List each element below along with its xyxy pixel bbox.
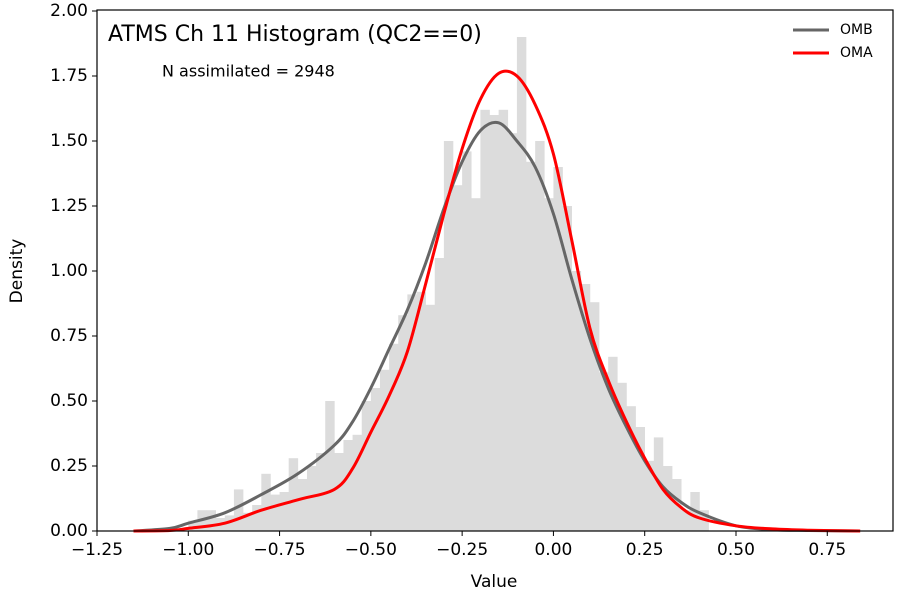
histogram-bar bbox=[316, 453, 326, 531]
histogram-bar bbox=[288, 458, 299, 531]
histogram-bar bbox=[507, 133, 518, 531]
histogram-bar bbox=[233, 489, 244, 531]
histogram-bar bbox=[608, 356, 618, 531]
x-tick-label: 0.25 bbox=[626, 540, 664, 560]
histogram-bar bbox=[480, 109, 490, 532]
histogram-bar bbox=[252, 505, 262, 531]
histogram-bar bbox=[270, 494, 280, 531]
x-tick-label: −1.25 bbox=[71, 540, 123, 560]
histogram-bar bbox=[334, 453, 344, 531]
histogram-bar bbox=[279, 492, 289, 531]
histogram-bar bbox=[462, 151, 472, 531]
histogram-bar bbox=[580, 284, 591, 531]
histogram-bar bbox=[389, 343, 399, 531]
histogram-bar bbox=[644, 460, 655, 531]
y-tick-label: 1.00 bbox=[50, 261, 88, 281]
histogram-bar bbox=[681, 510, 691, 531]
histogram-bar bbox=[306, 466, 317, 531]
histogram-bar bbox=[544, 198, 554, 531]
x-tick-label: 0.75 bbox=[808, 540, 846, 560]
legend-label: OMA bbox=[840, 45, 873, 61]
histogram-bar bbox=[571, 271, 582, 531]
histogram-bar bbox=[407, 294, 417, 531]
histogram-bar bbox=[325, 401, 335, 531]
chart-title: ATMS Ch 11 Histogram (QC2==0) bbox=[108, 22, 482, 47]
y-tick-label: 2.00 bbox=[50, 1, 88, 21]
density-line bbox=[133, 120, 861, 533]
histogram-bar bbox=[352, 434, 363, 531]
histogram-bar bbox=[370, 388, 381, 531]
histogram-bar bbox=[471, 198, 481, 531]
histogram-bar bbox=[662, 466, 673, 531]
y-axis-label: Density bbox=[7, 239, 27, 304]
histogram-bar bbox=[297, 479, 308, 531]
histogram-bar bbox=[553, 167, 563, 531]
histogram-bar bbox=[617, 382, 627, 531]
x-axis-label: Value bbox=[471, 572, 518, 592]
histogram-bar bbox=[489, 115, 499, 531]
histogram-bar bbox=[635, 427, 646, 531]
histogram-bar bbox=[589, 302, 600, 531]
histogram-bar bbox=[379, 369, 390, 531]
histogram-bar bbox=[425, 304, 436, 531]
y-tick-label: 1.75 bbox=[50, 66, 88, 86]
legend-label: OMB bbox=[840, 22, 873, 38]
x-tick-label: −0.75 bbox=[254, 540, 306, 560]
histogram-bar bbox=[434, 258, 445, 531]
x-tick-label: −0.25 bbox=[436, 540, 488, 560]
histogram-bar bbox=[261, 473, 271, 531]
y-tick-label: 1.50 bbox=[50, 131, 88, 151]
x-tick-label: 0.00 bbox=[534, 540, 572, 560]
x-tick-label: 0.50 bbox=[717, 540, 755, 560]
histogram-bar bbox=[526, 161, 536, 532]
histogram-bar bbox=[562, 206, 572, 531]
density-line bbox=[133, 69, 861, 533]
y-tick-label: 1.25 bbox=[50, 196, 88, 216]
histogram-bar bbox=[416, 291, 426, 531]
y-tick-label: 0.75 bbox=[50, 326, 88, 346]
histogram-bar bbox=[398, 315, 408, 531]
histogram-bar bbox=[453, 185, 463, 531]
histogram-bar bbox=[443, 141, 454, 531]
y-tick-label: 0.25 bbox=[50, 456, 88, 476]
histogram-bar bbox=[361, 401, 372, 531]
annotation: N assimilated = 2948 bbox=[162, 62, 335, 81]
histogram-bar bbox=[599, 372, 609, 531]
histogram-bar bbox=[535, 141, 545, 531]
histogram-bar bbox=[516, 37, 527, 531]
histogram-bar bbox=[206, 510, 216, 531]
x-tick-label: −0.50 bbox=[345, 540, 397, 560]
y-tick-label: 0.00 bbox=[50, 521, 88, 541]
histogram-bar bbox=[626, 406, 636, 531]
histogram-bar bbox=[498, 109, 509, 532]
histogram-bar bbox=[243, 512, 253, 531]
y-tick-label: 0.50 bbox=[50, 391, 88, 411]
histogram-bar bbox=[343, 440, 353, 531]
histogram-bar bbox=[188, 520, 198, 531]
x-tick-label: −1.00 bbox=[162, 540, 214, 560]
